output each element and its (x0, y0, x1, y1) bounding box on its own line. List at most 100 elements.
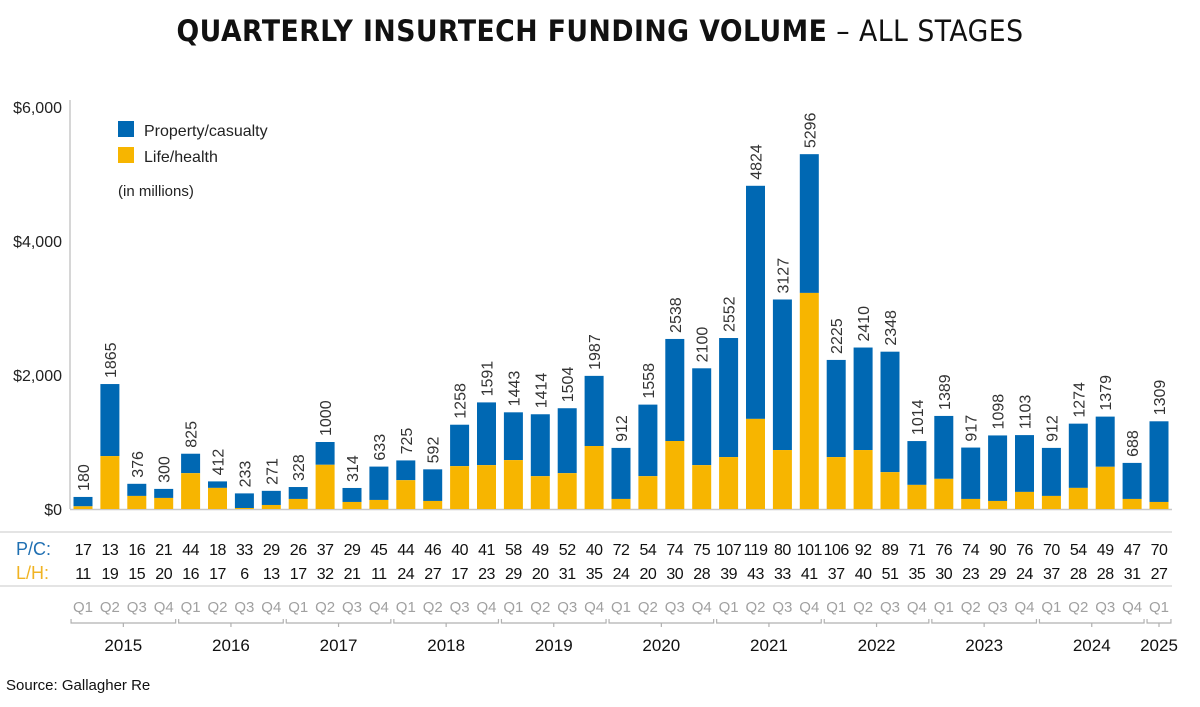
lh-deal-count: 17 (209, 566, 226, 583)
pc-row-label: P/C: (16, 539, 51, 559)
bar-life-health (692, 465, 712, 509)
lh-deal-count: 28 (1070, 566, 1087, 583)
bar-total-label: 1865 (103, 342, 120, 378)
bar-property-casualty (907, 441, 927, 485)
year-label: 2018 (427, 636, 465, 655)
pc-deal-count: 74 (962, 542, 979, 559)
bar-life-health (154, 497, 174, 509)
lh-deal-count: 24 (1016, 566, 1033, 583)
quarter-tick-label: Q1 (1149, 599, 1169, 616)
year-label: 2019 (535, 636, 573, 655)
bar-property-casualty (315, 442, 335, 465)
bar-total-label: 1591 (480, 361, 497, 397)
source-note: Source: Gallagher Re (6, 677, 151, 694)
lh-deal-count: 23 (962, 566, 979, 583)
bar-property-casualty (530, 414, 550, 477)
year-bracket (716, 619, 822, 627)
bar-total-label: 1014 (910, 399, 927, 435)
year-bracket (931, 619, 1038, 627)
bar-property-casualty (423, 469, 443, 501)
bar-property-casualty (1095, 416, 1115, 467)
pc-deal-count: 106 (824, 542, 850, 559)
bar-total-label: 1389 (937, 374, 954, 410)
bar-total-label: 2410 (856, 306, 873, 342)
pc-deal-count: 70 (1151, 542, 1168, 559)
pc-deal-count: 41 (478, 542, 495, 559)
pc-deal-count: 107 (716, 542, 742, 559)
lh-deal-count: 11 (75, 566, 91, 583)
bar-life-health (1015, 491, 1034, 509)
bar-life-health (234, 507, 254, 509)
bar-property-casualty (746, 185, 765, 419)
bar-property-casualty (1041, 447, 1061, 496)
quarter-tick-label: Q4 (584, 599, 604, 616)
bar-life-health (127, 495, 147, 509)
quarter-tick-label: Q3 (772, 599, 792, 616)
bar-property-casualty (665, 338, 685, 441)
bar-total-label: 271 (264, 458, 281, 485)
bar-total-label: 1258 (453, 383, 470, 419)
bar-total-label: 688 (1125, 430, 1142, 457)
bar-property-casualty (234, 493, 254, 508)
pc-deal-count: 119 (743, 542, 768, 559)
bar-life-health (772, 450, 792, 509)
bar-total-label: 1103 (1018, 395, 1035, 430)
y-tick-label: $6,000 (13, 100, 62, 117)
bar-life-health (826, 457, 846, 509)
lh-deal-count: 51 (882, 566, 899, 583)
quarter-tick-label: Q1 (611, 599, 631, 616)
year-bracket (1038, 619, 1145, 627)
bar-total-label: 1000 (318, 400, 335, 436)
bar-total-label: 1379 (1098, 375, 1115, 411)
lh-deal-count: 37 (828, 566, 845, 583)
bar-property-casualty (584, 375, 604, 447)
bar-life-health (423, 500, 443, 509)
bar-total-label: 1443 (506, 371, 523, 407)
pc-deal-count: 101 (797, 542, 823, 559)
pc-deal-count: 16 (128, 542, 145, 559)
bar-life-health (799, 292, 819, 509)
quarter-tick-label: Q3 (342, 599, 362, 616)
lh-deal-count: 13 (263, 566, 280, 583)
quarter-tick-label: Q1 (288, 599, 308, 616)
bar-life-health (315, 464, 335, 509)
lh-row-label: L/H: (16, 563, 49, 583)
y-tick-label: $4,000 (13, 234, 62, 251)
pc-deal-count: 13 (102, 542, 119, 559)
year-bracket (1146, 619, 1172, 627)
pc-deal-count: 37 (317, 542, 334, 559)
year-label: 2016 (212, 636, 250, 655)
pc-deal-count: 52 (559, 542, 576, 559)
bar-total-label: 180 (76, 464, 93, 491)
pc-deal-count: 70 (1043, 542, 1060, 559)
bar-life-health (611, 498, 631, 509)
pc-deal-count: 18 (209, 542, 226, 559)
bar-total-label: 912 (1044, 415, 1061, 442)
bar-property-casualty (719, 338, 739, 458)
bar-total-label: 233 (237, 461, 254, 488)
bar-property-casualty (127, 483, 147, 496)
bar-total-label: 2225 (829, 318, 846, 354)
bar-total-label: 2348 (883, 310, 900, 346)
bar-total-label: 1309 (1152, 380, 1169, 416)
year-label: 2017 (320, 636, 358, 655)
lh-deal-count: 6 (240, 566, 249, 583)
lh-deal-count: 35 (909, 566, 926, 583)
legend-label-life-health: Life/health (144, 149, 218, 166)
bar-life-health (746, 418, 765, 509)
bar-life-health (961, 498, 981, 509)
bar-property-casualty (961, 447, 981, 499)
pc-deal-count: 49 (1097, 542, 1114, 559)
bar-property-casualty (880, 351, 900, 473)
bar-total-label: 633 (372, 434, 389, 461)
pc-deal-count: 74 (666, 542, 683, 559)
bar-life-health (530, 476, 550, 509)
bar-life-health (1122, 498, 1142, 509)
y-tick-label: $0 (44, 502, 62, 519)
bar-life-health (503, 460, 523, 509)
bar-property-casualty (1015, 435, 1034, 492)
lh-deal-count: 29 (989, 566, 1006, 583)
quarter-tick-label: Q2 (745, 599, 765, 616)
pc-deal-count: 90 (989, 542, 1006, 559)
y-tick-label: $2,000 (13, 368, 62, 385)
